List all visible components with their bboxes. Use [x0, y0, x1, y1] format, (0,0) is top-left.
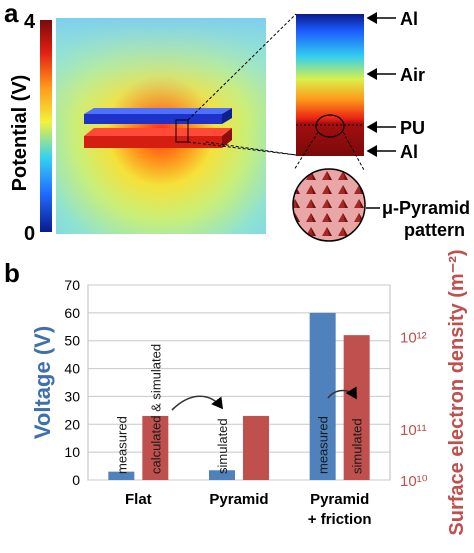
y-tick-label: 30	[64, 388, 80, 404]
x-tick-label: Pyramid	[209, 491, 268, 508]
bar-text-label: measured	[316, 416, 331, 474]
x-tick-label: Pyramid	[310, 491, 369, 508]
transition-arrow	[171, 395, 223, 411]
x-tick-label: Flat	[125, 491, 152, 508]
zoom-leaders	[187, 13, 297, 156]
zoom-box	[175, 119, 189, 143]
layer-label-al-top: Al	[366, 9, 418, 29]
bar-text-label: simulated	[350, 418, 365, 474]
pyramid-inset-label-2: pattern	[404, 220, 465, 240]
bar-text-label: simulated	[215, 418, 230, 474]
bottom-electrode	[84, 128, 232, 136]
panel-b-label: b	[4, 258, 20, 288]
svg-text:PU: PU	[400, 118, 425, 138]
bar-red	[142, 415, 169, 480]
colorbar-max-label: 4	[24, 11, 36, 33]
y-tick-label: 10	[64, 444, 80, 460]
inset-leader-right	[342, 131, 365, 171]
bar-blue	[209, 470, 235, 480]
svg-text:Air: Air	[400, 65, 425, 85]
top-electrode	[84, 108, 232, 114]
layer-stack	[296, 14, 364, 156]
svg-text:Al: Al	[400, 142, 418, 162]
bar-blue	[309, 312, 336, 480]
y-axis-title: Voltage (V)	[30, 326, 55, 439]
inset-leader-left	[293, 131, 319, 171]
transition-arrow	[327, 386, 357, 400]
y-tick-label: 70	[64, 277, 80, 293]
y-tick-label: 20	[64, 416, 80, 432]
colorbar-min-label: 0	[24, 223, 35, 245]
bar-red	[343, 335, 370, 480]
bar-red	[243, 415, 269, 480]
x-tick-label: + friction	[308, 511, 372, 528]
colorbar-title: Potential (V)	[9, 75, 31, 192]
bar-blue	[108, 471, 135, 480]
layer-label-air: Air	[366, 65, 425, 85]
colorbar	[40, 20, 52, 232]
bar-text-label: measured	[114, 416, 129, 474]
layer-label-pu: PU	[366, 118, 425, 138]
y2-axis-title: Surface electron density (m⁻²)	[446, 249, 468, 535]
y-tick-label: 40	[64, 361, 80, 377]
y2-tick-label: 10¹⁰	[400, 473, 428, 490]
y-tick-label: 50	[64, 333, 80, 349]
bar-chart: 0 10 20 30 40 50 60 70 10¹⁰ 10¹¹ 10¹² Voltage (V) Su…	[30, 249, 468, 535]
pyramid-zoom-circle	[315, 114, 345, 138]
y2-tick-label: 10¹²	[400, 329, 427, 346]
y2-tick-label: 10¹¹	[400, 422, 427, 439]
pyramid-inset-label-1: μ-Pyramid	[382, 198, 470, 218]
bar-text-label: calculated & simulated	[148, 344, 163, 474]
y-tick-label: 60	[64, 305, 80, 321]
potential-field-map	[56, 18, 266, 234]
layer-label-al-bottom: Al	[366, 142, 418, 162]
svg-text:Al: Al	[400, 9, 418, 29]
y-tick-label: 0	[72, 472, 80, 488]
pyramid-inset-circle	[292, 168, 366, 242]
panel-a-label: a	[4, 0, 19, 28]
